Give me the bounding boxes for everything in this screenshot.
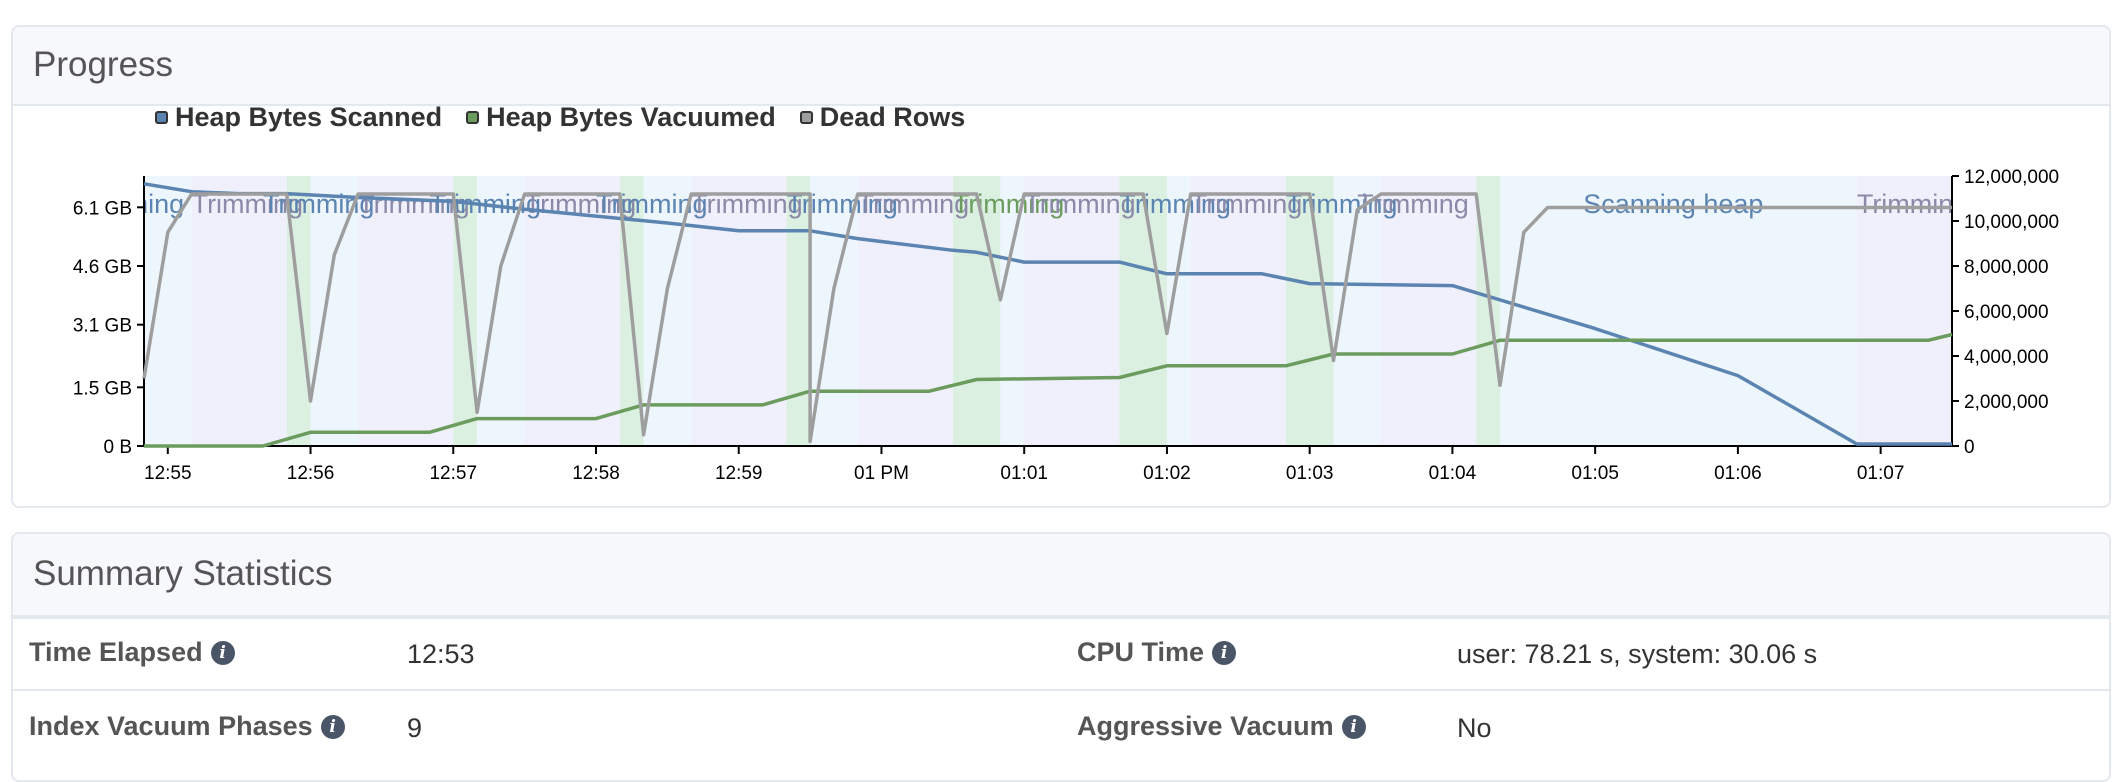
y-tick-label-left: 6.1 GB — [73, 198, 132, 219]
legend-swatch-green — [466, 111, 480, 124]
phase-band — [1024, 176, 1120, 446]
info-icon[interactable]: i — [1212, 640, 1237, 665]
x-tick-label: 12:55 — [144, 463, 192, 484]
progress-header: Progress — [13, 27, 2109, 106]
y-tick-label-left: 4.6 GB — [73, 257, 132, 278]
legend-dead-rows[interactable]: Dead Rows — [799, 102, 966, 133]
y-tick-label-left: 3.1 GB — [73, 316, 132, 337]
x-tick-label: 01 PM — [854, 463, 909, 484]
x-tick-label: 01:05 — [1571, 463, 1619, 484]
legend-swatch-blue — [155, 111, 168, 124]
phase-band — [857, 176, 953, 446]
legend-label: Heap Bytes Scanned — [175, 102, 443, 132]
stat-row: Index Vacuum Phases i 9 Aggressive Vacuu… — [13, 689, 2109, 761]
y-tick-label-right: 10,000,000 — [1964, 212, 2059, 233]
x-tick-label: 01:01 — [1000, 463, 1048, 484]
legend-label: Dead Rows — [819, 102, 966, 132]
series-line-heap-bytes-vacuumed — [144, 332, 1953, 448]
x-tick-label: 12:59 — [715, 463, 763, 484]
info-icon[interactable]: i — [1341, 714, 1366, 739]
phase-band — [1166, 176, 1191, 446]
x-tick-label: 12:57 — [429, 463, 477, 484]
series-line-heap-bytes-scanned — [143, 182, 1952, 446]
phase-band — [952, 176, 1001, 446]
stat-label-text: Aggressive Vacuum — [1077, 711, 1334, 741]
index-vacuum-phases-label: Index Vacuum Phases i — [29, 711, 345, 742]
cpu-time-value: user: 78.21 s, system: 30.06 s — [1457, 639, 1818, 669]
index-vacuum-phases-value: 9 — [407, 713, 423, 743]
phase-band — [358, 176, 454, 446]
chart-legend: Heap Bytes Scanned Heap Bytes Vacuumed D… — [155, 102, 965, 133]
stat-row: Time Elapsed i 12:53 CPU Time i user: 78… — [13, 617, 2109, 689]
chart-lines — [142, 182, 1953, 448]
y-tick-label-right: 2,000,000 — [1964, 392, 2049, 413]
x-tick-label: 12:58 — [572, 463, 620, 484]
phase-band — [786, 176, 811, 446]
phase-label: Trimming — [1857, 189, 1969, 219]
legend-heap-scanned[interactable]: Heap Bytes Scanned — [155, 102, 442, 133]
legend-label: Heap Bytes Vacuumed — [486, 102, 776, 132]
series-line-dead-rows — [142, 192, 1952, 444]
phase-band — [1119, 176, 1167, 446]
stat-label-text: CPU Time — [1077, 637, 1205, 667]
y-tick-label-left: 1.5 GB — [73, 378, 132, 399]
aggressive-vacuum-label: Aggressive Vacuum i — [1077, 711, 1366, 742]
legend-swatch-gray — [799, 111, 813, 124]
summary-title: Summary Statistics — [33, 554, 333, 593]
progress-title: Progress — [33, 45, 174, 84]
y-tick-label-left: 0 B — [103, 437, 132, 458]
y-tick-label-right: 12,000,000 — [1964, 167, 2059, 188]
x-tick-label: 01:02 — [1143, 463, 1191, 484]
x-tick-label: 01:03 — [1286, 463, 1334, 484]
legend-heap-vacuumed[interactable]: Heap Bytes Vacuumed — [466, 102, 776, 133]
aggressive-vacuum-value: No — [1457, 713, 1492, 743]
y-tick-label-right: 4,000,000 — [1964, 347, 2049, 368]
time-elapsed-label: Time Elapsed i — [29, 637, 235, 668]
time-elapsed-value: 12:53 — [407, 639, 475, 669]
phase-band — [1190, 176, 1286, 446]
stat-label-text: Time Elapsed — [29, 637, 203, 667]
phase-band — [191, 176, 287, 446]
y-tick-label-right: 8,000,000 — [1964, 257, 2049, 278]
phase-band — [144, 176, 192, 446]
x-tick-label: 12:56 — [287, 463, 335, 484]
y-tick-label-right: 0 — [1964, 437, 1975, 458]
summary-header: Summary Statistics — [13, 534, 2109, 617]
info-icon[interactable]: i — [210, 640, 235, 665]
phase-band — [1856, 176, 1952, 446]
y-tick-label-right: 6,000,000 — [1964, 302, 2049, 323]
cpu-time-label: CPU Time i — [1077, 637, 1237, 668]
phase-band — [1500, 176, 1857, 446]
info-icon[interactable]: i — [320, 714, 345, 739]
chart-axes: 0 B 1.5 GB 3.1 GB 4.6 GB 6.1 GB 0 2,000,000 4,0… — [73, 167, 2059, 484]
x-tick-label: 01:06 — [1714, 463, 1762, 484]
x-tick-label: 01:07 — [1857, 463, 1905, 484]
summary-panel: Summary Statistics Time Elapsed i 12:53 … — [11, 532, 2111, 782]
phase-band — [524, 176, 620, 446]
progress-chart[interactable]: Trimming TrimmingTrimmingTrimmingTrimming… — [0, 0, 2122, 500]
stat-label-text: Index Vacuum Phases — [29, 711, 313, 741]
x-tick-label: 01:04 — [1429, 463, 1477, 484]
phase-label: Scanning heap — [1583, 189, 1763, 219]
phase-band — [310, 176, 359, 446]
phase-band — [1381, 176, 1477, 446]
